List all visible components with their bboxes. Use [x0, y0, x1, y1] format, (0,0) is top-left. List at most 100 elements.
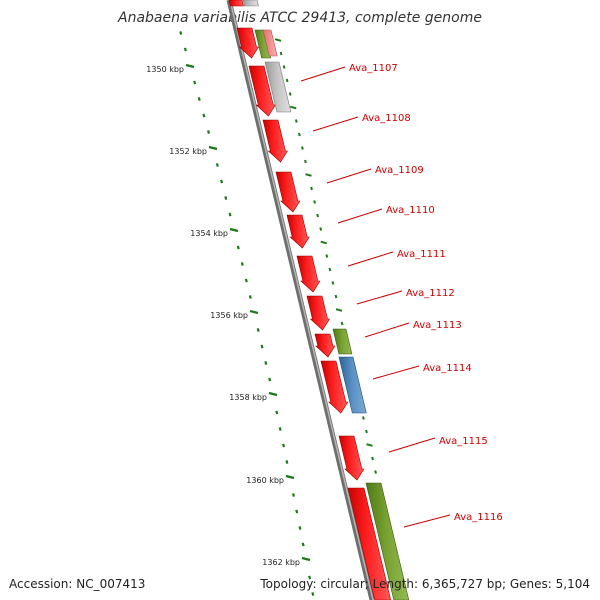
- outer-track-tick: [328, 267, 332, 272]
- gene-feature-red: [347, 487, 392, 600]
- gene-feature-red: [236, 27, 260, 59]
- ruler-minor-tick: [193, 80, 197, 85]
- ruler-minor-tick: [295, 509, 299, 514]
- gene-label[interactable]: Ava_1108: [362, 113, 411, 124]
- gene-label[interactable]: Ava_1115: [439, 436, 488, 447]
- outer-track-tick: [285, 78, 289, 83]
- outer-track-tick: [289, 105, 297, 110]
- outer-track-tick: [335, 308, 343, 312]
- gene-feature-gray: [242, 0, 259, 7]
- outer-track-tick: [374, 470, 377, 474]
- outer-track-tick: [319, 227, 323, 231]
- ruler-minor-tick: [183, 47, 187, 52]
- ruler-minor-tick: [292, 493, 295, 497]
- gene-feature-red: [320, 360, 349, 414]
- outer-track-tick: [274, 38, 282, 42]
- gene-leader-line: [364, 322, 410, 338]
- ruler-minor-tick: [298, 526, 302, 530]
- ruler-minor-tick: [278, 427, 282, 431]
- ruler-major-tick: [208, 145, 218, 151]
- backbone-highlight: [229, 0, 374, 600]
- gene-feature-red: [296, 255, 321, 293]
- ruler-label: 1356 kbp: [210, 311, 248, 320]
- gene-feature-green: [332, 328, 353, 355]
- outer-track-tick: [305, 173, 312, 177]
- ruler-minor-tick: [264, 361, 268, 365]
- ruler-label: 1360 kbp: [246, 476, 284, 485]
- outer-track-tick: [371, 456, 374, 461]
- ruler-label: 1362 kbp: [262, 558, 300, 567]
- gene-label[interactable]: Ava_1111: [397, 249, 446, 260]
- backbone-line: [226, 0, 375, 600]
- ruler-minor-tick: [240, 262, 244, 266]
- gene-feature-red: [338, 435, 365, 481]
- ruler-major-tick: [249, 309, 259, 315]
- gene-feature-green: [365, 482, 410, 600]
- gene-leader-line: [337, 208, 383, 224]
- gene-label[interactable]: Ava_1116: [454, 512, 503, 523]
- ruler-major-tick: [301, 556, 311, 562]
- ruler-minor-tick: [256, 328, 260, 332]
- accession-text: Accession: NC_007413: [9, 577, 146, 591]
- ruler-minor-tick: [248, 295, 252, 299]
- gene-feature-red: [228, 0, 244, 7]
- gene-feature-red: [262, 119, 288, 163]
- gene-feature-pink: [262, 29, 278, 57]
- ruler-minor-tick: [228, 212, 232, 217]
- ruler-minor-tick: [220, 179, 224, 184]
- ruler-minor-tick: [236, 245, 240, 250]
- ruler-minor-tick: [244, 278, 248, 283]
- outer-track-tick: [294, 119, 298, 123]
- sequence-backbone: [226, 0, 375, 600]
- gene-label[interactable]: Ava_1114: [423, 363, 472, 374]
- ruler-label: 1350 kbp: [146, 65, 184, 74]
- outer-track-tick: [340, 321, 344, 326]
- gene-leader-line: [356, 290, 403, 305]
- gene-leader-line: [403, 514, 451, 528]
- outer-track-tick: [365, 429, 368, 434]
- ruler-major-tick: [229, 227, 239, 233]
- gene-feature-red: [275, 171, 301, 213]
- gene-feature-gray: [264, 61, 292, 113]
- ruler-minor-tick: [179, 31, 183, 35]
- outer-track-tick: [282, 65, 286, 69]
- ruler-minor-tick: [308, 575, 312, 580]
- gene-label[interactable]: Ava_1107: [349, 63, 398, 74]
- gene-feature-red: [314, 333, 336, 358]
- outer-track-tick: [331, 281, 335, 285]
- ruler-minor-tick: [301, 542, 305, 547]
- ruler-label: 1358 kbp: [229, 393, 267, 402]
- gene-track: [228, 0, 410, 600]
- gene-label[interactable]: Ava_1109: [375, 165, 424, 176]
- ruler-minor-tick: [260, 344, 264, 349]
- ruler-minor-tick: [207, 130, 210, 134]
- ruler-minor-tick: [311, 592, 315, 596]
- ruler-minor-tick: [275, 410, 279, 415]
- gene-leader-line: [388, 437, 436, 453]
- ruler-label: 1352 kbp: [169, 147, 207, 156]
- map-title: Anabaena variabilis ATCC 29413, complete…: [117, 10, 482, 26]
- ruler-minor-tick: [282, 443, 286, 448]
- outer-track-tick: [301, 146, 304, 150]
- gene-leader-line: [372, 365, 420, 380]
- gene-label[interactable]: Ava_1113: [413, 320, 462, 331]
- gene-label[interactable]: Ava_1112: [406, 288, 455, 299]
- outer-track-tick: [366, 443, 373, 447]
- outer-track-tick: [310, 186, 313, 191]
- outer-track-tick: [320, 240, 328, 245]
- gene-leader-line: [300, 66, 346, 82]
- ruler-major-tick: [285, 474, 295, 480]
- gene-label[interactable]: Ava_1110: [386, 205, 435, 216]
- ruler-minor-tick: [197, 97, 201, 101]
- ruler-minor-tick: [285, 460, 289, 464]
- gene-leader-line: [347, 251, 394, 267]
- ruler-minor-tick: [268, 377, 272, 382]
- gene-leader-line: [326, 168, 372, 184]
- ruler-label: 1354 kbp: [190, 229, 228, 238]
- gene-feature-green: [254, 29, 272, 59]
- outer-track-tick: [362, 416, 365, 420]
- outer-track-tick: [316, 213, 320, 218]
- ruler-minor-tick: [202, 113, 206, 118]
- outer-track-tick: [288, 92, 292, 96]
